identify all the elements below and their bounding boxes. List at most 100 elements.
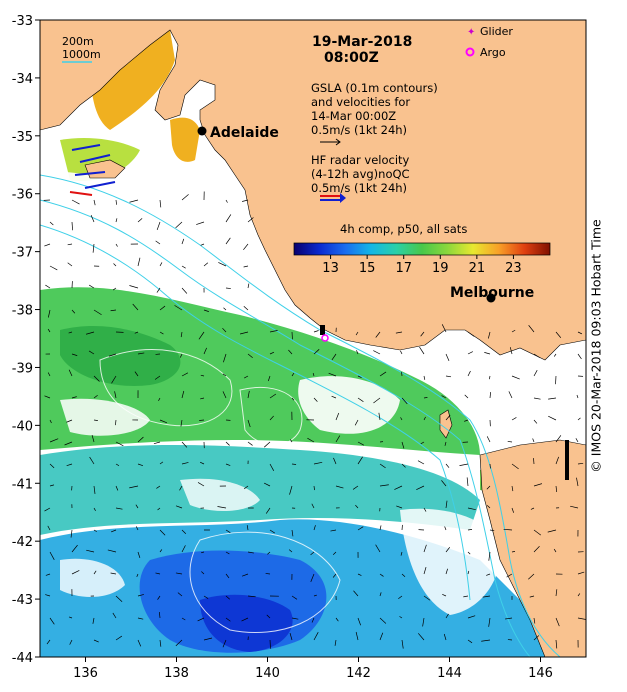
velocity-arrow	[199, 461, 205, 465]
velocity-arrow	[203, 347, 207, 355]
velocity-arrow	[503, 528, 513, 531]
velocity-arrow	[395, 331, 403, 334]
velocity-arrow	[67, 262, 73, 267]
hf-line3: 0.5m/s (1kt 24h)	[311, 181, 407, 195]
velocity-arrow	[396, 505, 403, 509]
hf-line1: HF radar velocity	[311, 153, 410, 167]
velocity-arrow	[577, 617, 586, 620]
velocity-arrow	[181, 390, 185, 399]
velocity-arrow	[379, 484, 389, 487]
velocity-arrow	[511, 463, 519, 470]
velocity-arrow	[533, 483, 543, 487]
velocity-arrow	[159, 262, 163, 267]
velocity-arrow	[441, 480, 447, 487]
velocity-arrow	[179, 353, 183, 358]
header-date: 19-Mar-2018	[312, 34, 412, 50]
velocity-arrow	[445, 463, 450, 468]
velocity-arrow	[156, 485, 161, 489]
velocity-arrow	[49, 419, 52, 424]
velocity-arrow	[416, 485, 425, 490]
velocity-arrow	[47, 328, 51, 333]
velocity-arrow	[548, 415, 557, 421]
velocity-arrow	[400, 350, 403, 355]
velocity-arrow	[555, 331, 562, 339]
velocity-arrow	[310, 551, 315, 556]
velocity-arrow	[159, 305, 166, 311]
velocity-arrow	[441, 324, 447, 333]
velocity-arrow	[486, 485, 491, 490]
velocity-arrow	[423, 416, 426, 421]
velocity-arrow	[489, 375, 491, 380]
velocity-arrow	[335, 485, 344, 489]
velocity-arrow	[115, 463, 120, 467]
velocity-arrow	[93, 529, 97, 532]
velocity-arrow	[419, 346, 425, 355]
velocity-arrow	[481, 639, 491, 642]
velocity-arrow	[533, 617, 536, 624]
velocity-arrow	[289, 439, 293, 443]
velocity-arrow	[225, 287, 231, 289]
velocity-arrow	[379, 573, 384, 577]
velocity-arrow	[378, 412, 381, 421]
velocity-arrow	[112, 612, 117, 619]
velocity-arrow	[373, 350, 381, 355]
velocity-arrow	[442, 594, 447, 597]
velocity-arrow	[157, 595, 161, 600]
velocity-arrow	[445, 375, 452, 378]
velocity-arrow	[225, 529, 231, 534]
velocity-arrow	[47, 372, 51, 377]
velocity-arrow	[49, 484, 55, 487]
velocity-arrow	[269, 393, 277, 399]
velocity-arrow	[135, 504, 139, 509]
velocity-arrow	[49, 617, 55, 625]
velocity-arrow	[243, 265, 249, 268]
velocity-arrow	[203, 595, 209, 599]
velocity-arrow	[181, 194, 189, 201]
velocity-arrow	[269, 639, 271, 649]
velocity-arrow	[264, 441, 271, 448]
velocity-arrow	[313, 594, 317, 597]
depth-contours	[40, 174, 561, 657]
velocity-arrow	[88, 284, 95, 289]
velocity-arrow	[90, 215, 95, 223]
latitude-axis: -33 -34 -35 -36 -37 -38 -39 -40 -41 -42 -43 -44	[12, 14, 40, 666]
velocity-arrow	[482, 595, 491, 598]
velocity-arrow	[247, 353, 253, 359]
map-frame	[39, 19, 587, 658]
velocity-arrow	[570, 505, 579, 509]
velocity-arrow	[422, 617, 425, 627]
velocity-arrow	[181, 441, 188, 448]
velocity-arrow	[464, 419, 469, 422]
velocity-arrow	[247, 217, 254, 223]
velocity-arrow	[222, 327, 227, 333]
velocity-arrow	[137, 436, 144, 443]
velocity-arrow	[488, 551, 491, 561]
velocity-arrow	[399, 616, 403, 619]
header-time: 08:00Z	[324, 50, 379, 66]
velocity-arrow	[49, 221, 54, 226]
velocity-arrow	[175, 572, 183, 575]
velocity-arrow	[111, 375, 117, 384]
velocity-arrow	[555, 485, 558, 493]
velocity-arrow	[266, 614, 271, 619]
velocity-arrow	[114, 391, 117, 399]
velocity-arrow	[459, 463, 469, 466]
velocity-arrow	[357, 456, 363, 465]
velocity-arrow	[464, 394, 469, 399]
velocity-arrow	[181, 545, 186, 553]
argo-icon	[465, 47, 475, 57]
velocity-arrow	[159, 331, 164, 335]
velocity-arrow	[49, 463, 55, 469]
velocity-arrow	[263, 482, 271, 487]
velocity-arrow	[200, 397, 205, 400]
velocity-arrow	[175, 639, 183, 647]
lon-tick-label: 142	[346, 666, 371, 681]
gsla-contours	[99, 349, 341, 634]
velocity-arrow	[332, 551, 337, 555]
gsla-line3: 14-Mar 00:00Z	[311, 109, 396, 123]
velocity-arrow	[107, 549, 117, 553]
velocity-arrow	[423, 544, 427, 553]
lat-tick-label: -42	[12, 535, 33, 550]
velocity-arrow	[159, 639, 162, 647]
velocity-arrow	[159, 461, 164, 465]
